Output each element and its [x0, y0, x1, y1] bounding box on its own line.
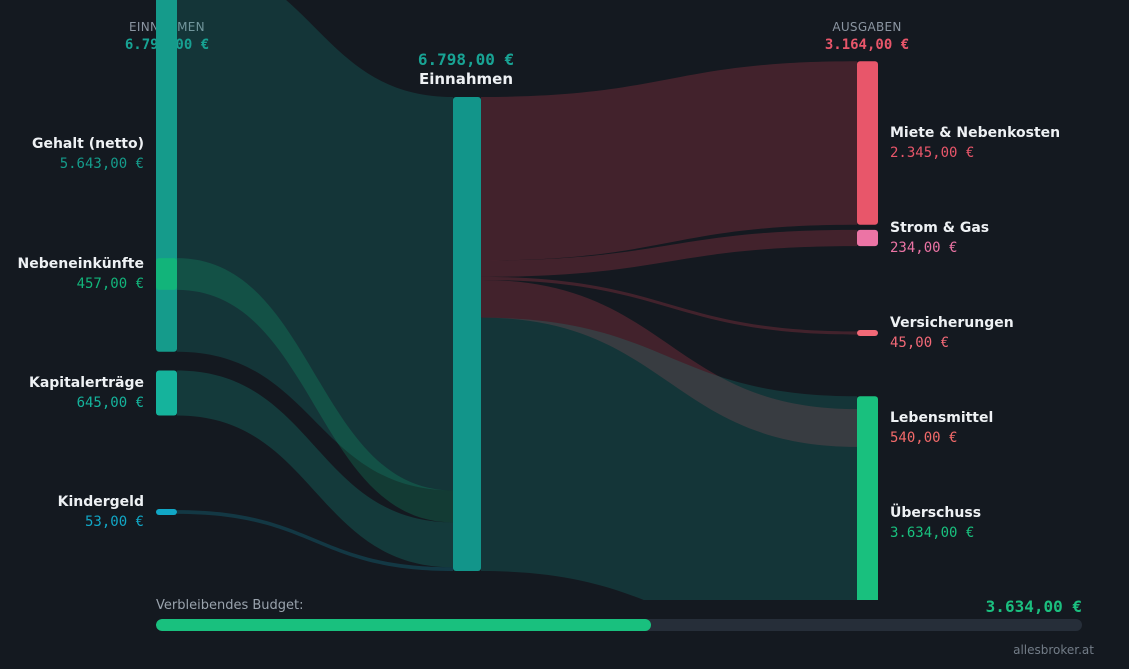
sankey-chart [156, 0, 878, 600]
source-label-nebeneinkuenfte: Nebeneinkünfte 457,00 € [18, 256, 144, 292]
link-out-2 [481, 276, 857, 335]
target-label-ueberschuss: Überschuss 3.634,00 € [890, 505, 981, 541]
link-in-1 [177, 258, 453, 523]
source-name: Kapitalerträge [28, 375, 144, 391]
target-name: Überschuss [890, 505, 982, 521]
expenses-header: AUSGABEN 3.164,00 € [787, 20, 947, 53]
expenses-total: 3.164,00 € [824, 37, 910, 53]
center-amount: 6.798,00 € [417, 50, 515, 69]
budget-amount: 3.634,00 € [985, 597, 1082, 616]
link-out-4 [481, 317, 857, 600]
source-amount: 457,00 € [76, 276, 144, 292]
target-name: Versicherungen [890, 315, 1014, 331]
target-name: Miete & Nebenkosten [890, 125, 1061, 141]
link-in-2 [177, 370, 453, 568]
source-node-1 [156, 258, 177, 290]
source-name: Gehalt (netto) [31, 136, 144, 152]
link-in-3 [177, 510, 453, 571]
sankey-nodes [156, 0, 878, 600]
link-out-3 [481, 279, 857, 447]
target-node-1 [857, 229, 878, 247]
target-amount: 540,00 € [890, 430, 958, 446]
source-node-3 [156, 509, 177, 515]
target-label-strom: Strom & Gas 234,00 € [890, 220, 989, 256]
target-label-miete: Miete & Nebenkosten 2.345,00 € [890, 125, 1060, 161]
target-node-4 [857, 396, 878, 600]
budget-progress-bar [156, 619, 1082, 631]
budget-label: Verbleibendes Budget: [156, 598, 304, 613]
target-amount: 45,00 € [890, 335, 950, 351]
center-node-label: 6.798,00 € Einnahmen [366, 50, 566, 88]
link-out-0 [481, 61, 857, 261]
source-amount: 5.643,00 € [59, 156, 144, 172]
sankey-links [177, 0, 857, 600]
link-out-1 [481, 229, 857, 277]
watermark: allesbroker.at [1013, 643, 1094, 657]
target-name: Strom & Gas [890, 220, 990, 236]
source-node-0 [156, 0, 177, 352]
target-amount: 234,00 € [890, 240, 958, 256]
source-name: Kindergeld [57, 494, 144, 510]
target-node-2 [857, 330, 878, 336]
link-in-0 [177, 0, 453, 491]
source-amount: 53,00 € [84, 514, 144, 530]
source-amount: 645,00 € [76, 395, 144, 411]
target-node-0 [857, 61, 878, 225]
budget-progress-fill [156, 619, 652, 631]
source-label-gehalt: Gehalt (netto) 5.643,00 € [32, 136, 144, 172]
target-amount: 3.634,00 € [890, 525, 975, 541]
source-node-2 [156, 370, 177, 416]
source-label-kapitalertraege: Kapitalerträge 645,00 € [29, 375, 144, 411]
target-label-lebensmittel: Lebensmittel 540,00 € [890, 410, 993, 446]
target-name: Lebensmittel [890, 410, 994, 426]
source-name: Nebeneinkünfte [17, 256, 144, 272]
source-label-kindergeld: Kindergeld 53,00 € [58, 494, 144, 530]
target-label-versicherungen: Versicherungen 45,00 € [890, 315, 1014, 351]
expenses-caption: AUSGABEN [832, 20, 902, 34]
center-name: Einnahmen [418, 70, 514, 88]
target-amount: 2.345,00 € [890, 145, 975, 161]
center-node [453, 97, 481, 571]
